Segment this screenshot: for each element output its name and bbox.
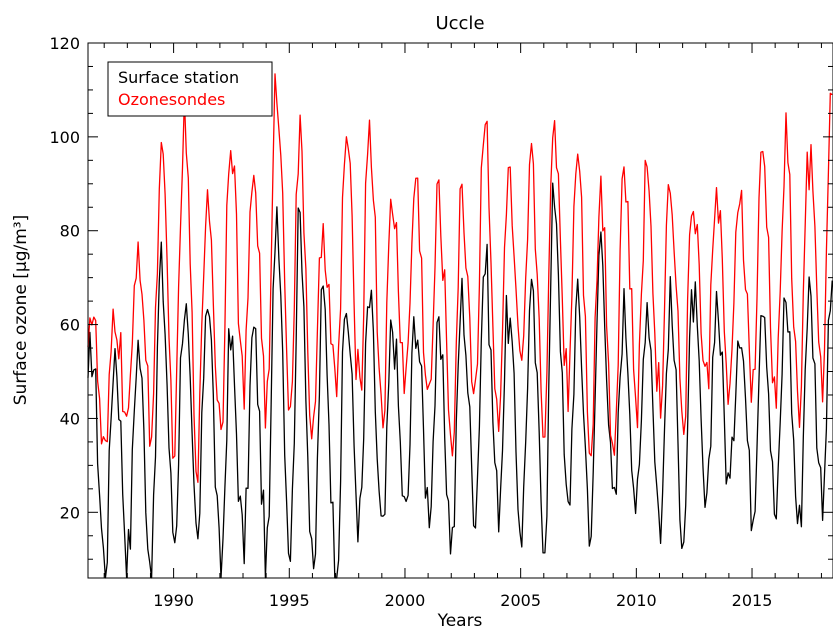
- y-tick-label: 100: [49, 128, 80, 147]
- series-line-surface-station: [87, 182, 833, 579]
- x-tick-label: 2000: [385, 591, 426, 610]
- x-tick-label: 2015: [732, 591, 773, 610]
- y-tick-label: 120: [49, 34, 80, 53]
- series-layer: [87, 73, 833, 579]
- series-line-ozonesondes: [87, 73, 833, 483]
- y-tick-label: 60: [60, 316, 80, 335]
- legend: Surface station Ozonesondes: [107, 61, 273, 117]
- x-tick-label: 2010: [616, 591, 657, 610]
- x-axis-title: Years: [437, 611, 483, 629]
- chart-title: Uccle: [435, 13, 484, 34]
- y-tick-label: 20: [60, 503, 80, 522]
- legend-label-surface-station: Surface station: [118, 68, 239, 87]
- y-tick-label: 80: [60, 222, 80, 241]
- x-tick-label: 1995: [269, 591, 310, 610]
- x-tick-label: 2005: [500, 591, 541, 610]
- y-axis-title: Surface ozone [μg/m³]: [11, 215, 31, 406]
- x-tick-label: 1990: [153, 591, 194, 610]
- legend-box: [107, 61, 273, 117]
- plot-frame: [87, 42, 833, 579]
- legend-label-ozonesondes: Ozonesondes: [118, 90, 225, 109]
- y-tick-label: 40: [60, 409, 80, 428]
